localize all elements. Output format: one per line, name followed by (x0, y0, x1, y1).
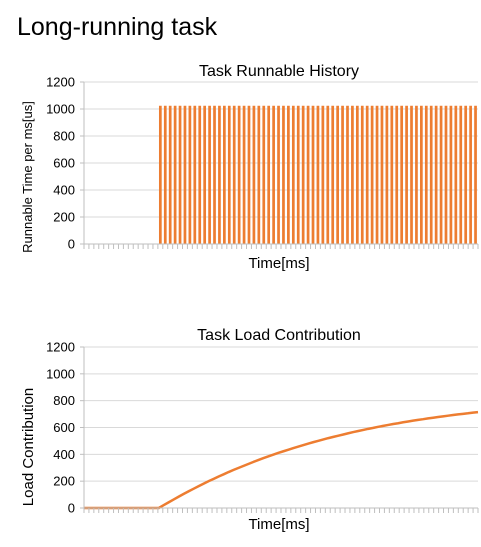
bar (474, 105, 477, 244)
bar (272, 105, 275, 244)
y-tick-label: 200 (53, 474, 75, 489)
y-tick-label: 1000 (46, 366, 75, 381)
bar (380, 105, 384, 244)
bar (469, 105, 472, 244)
bar (316, 105, 320, 244)
bar (232, 105, 236, 244)
bar (351, 105, 354, 244)
bar (370, 105, 374, 244)
runnable-history-chart: Task Runnable History 0 200 400 600 800 1000 1… (20, 63, 479, 272)
grid (84, 346, 478, 482)
bar (203, 105, 207, 244)
bar (198, 105, 202, 244)
bar (188, 105, 192, 244)
bar (267, 105, 271, 244)
bar (311, 105, 315, 244)
chart-title: Task Load Contribution (197, 327, 361, 344)
bar (429, 105, 433, 244)
y-tick-label: 1000 (46, 102, 75, 117)
bar (208, 105, 211, 244)
y-tick-label: 800 (53, 129, 75, 144)
x-axis-label: Time[ms] (248, 516, 309, 533)
bar (360, 105, 364, 244)
y-tick-label: 0 (68, 501, 75, 516)
y-tick-label: 200 (53, 210, 75, 225)
bar (218, 105, 221, 244)
x-axis-label: Time[ms] (248, 255, 309, 272)
bar (439, 105, 443, 244)
bar (296, 105, 300, 244)
grid (84, 81, 478, 218)
load-contribution-chart: Task Load Contribution 0 200 400 600 800 1000… (20, 327, 479, 533)
bar (168, 105, 172, 244)
bar (449, 105, 453, 244)
bar (183, 105, 187, 244)
axes (80, 81, 479, 249)
bar (291, 105, 295, 244)
chart-title: Task Runnable History (199, 63, 359, 80)
axes (80, 346, 479, 513)
y-tick-label: 800 (53, 393, 75, 408)
series-line-group (84, 410, 479, 510)
bar (242, 105, 246, 244)
page-title: Long-running task (17, 13, 218, 41)
bar (464, 105, 468, 244)
bar (213, 105, 216, 244)
y-tick-label: 1200 (46, 340, 75, 355)
bar (163, 105, 167, 244)
y-tick-label: 600 (53, 420, 75, 435)
bar (252, 105, 256, 244)
bar (287, 105, 290, 244)
bar (173, 105, 177, 244)
bar (415, 105, 418, 244)
y-tick-labels: 0 200 400 600 800 1000 1200 (46, 340, 75, 516)
bar (237, 105, 241, 244)
bar (306, 105, 310, 244)
y-tick-label: 0 (68, 237, 75, 252)
bar (365, 105, 369, 244)
y-tick-label: 600 (53, 156, 75, 171)
bar (257, 105, 261, 244)
bar (395, 105, 399, 244)
bar (178, 105, 182, 244)
bar (158, 105, 162, 244)
y-tick-label: 400 (53, 447, 75, 462)
bar (247, 105, 251, 244)
bar (410, 105, 413, 244)
bar (424, 105, 428, 244)
bar (400, 105, 404, 244)
bar (193, 105, 197, 244)
bar (336, 105, 339, 244)
bars (158, 105, 477, 244)
bar (459, 105, 463, 244)
y-axis-label: Load Contribution (20, 388, 37, 506)
y-tick-label: 1200 (46, 75, 75, 90)
bar (277, 105, 280, 244)
bar (282, 105, 285, 244)
y-tick-labels: 0 200 400 600 800 1000 1200 (46, 75, 75, 252)
bar (375, 105, 379, 244)
bar (434, 105, 438, 244)
bar (444, 105, 448, 244)
bar (420, 105, 423, 244)
bar (321, 105, 325, 244)
bar (331, 105, 335, 244)
bar (346, 105, 349, 244)
series-line (84, 410, 479, 510)
bar (390, 105, 394, 244)
bar (385, 105, 389, 244)
bar (223, 105, 226, 244)
y-tick-label: 400 (53, 183, 75, 198)
bar (301, 105, 305, 244)
bar (227, 105, 231, 244)
bar (341, 105, 344, 244)
bar (405, 105, 408, 244)
bar (355, 105, 359, 244)
y-axis-label: Runnable Time per ms[us] (20, 101, 35, 253)
bar (262, 105, 266, 244)
bar (326, 105, 330, 244)
bar (454, 105, 458, 244)
